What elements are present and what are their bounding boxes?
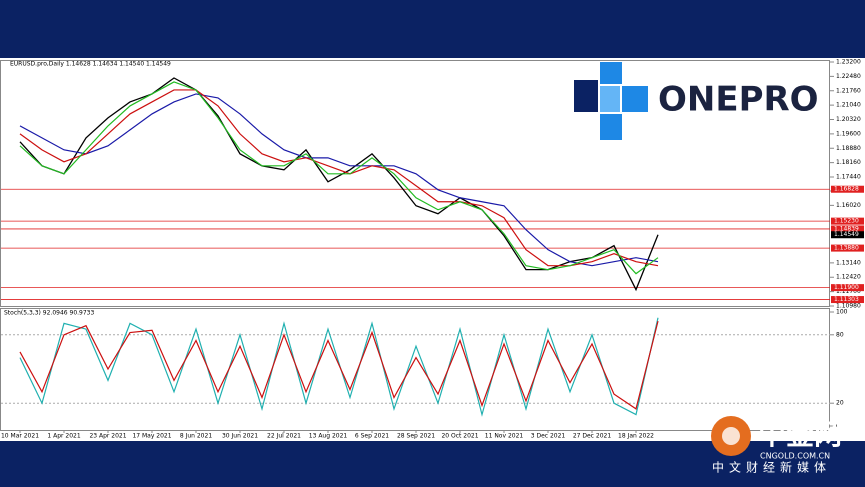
series-line — [19, 77, 659, 292]
x-tick-label: 13 Aug 2021 — [309, 433, 348, 440]
y-tick-label: 100 — [836, 309, 848, 316]
x-tick-label: 6 Sep 2021 — [355, 433, 389, 440]
price-title: EURUSD.pro,Daily 1.14628 1.14634 1.14540… — [10, 61, 171, 68]
x-tick-label: 20 Oct 2021 — [441, 433, 478, 440]
level-tag — [831, 244, 864, 252]
x-tick-label: 8 Jun 2021 — [180, 433, 212, 440]
x-tick-label: 28 Sep 2021 — [397, 433, 435, 440]
y-tick-label: 1.17440 — [836, 174, 861, 181]
level-label: 1.14549 — [834, 231, 859, 238]
stoch-title: Stoch(5,3,3) 92.0946 90.9733 — [4, 310, 95, 317]
y-tick-label: 20 — [836, 400, 844, 407]
y-tick-label: 1.22480 — [836, 73, 861, 80]
x-tick-label: 27 Dec 2021 — [573, 433, 612, 440]
y-tick-label: 1.18880 — [836, 145, 861, 152]
x-tick-label: 22 Jul 2021 — [267, 433, 301, 440]
y-tick-label: 80 — [836, 331, 844, 338]
level-tag — [831, 185, 864, 193]
x-tick-label: 1 Apr 2021 — [47, 433, 80, 440]
y-tick-label: 1.12420 — [836, 274, 861, 281]
y-tick-label: 1.18160 — [836, 159, 861, 166]
level-tag — [831, 231, 864, 239]
x-tick-label: 23 Apr 2021 — [89, 433, 126, 440]
y-tick-label: 1.23200 — [836, 59, 861, 66]
y-tick-label: 1.10980 — [836, 303, 861, 310]
y-tick-label: 1.21040 — [836, 102, 861, 109]
series-line — [19, 93, 659, 267]
level-label: 1.11900 — [834, 284, 859, 291]
cngold-logo: 中金网 CNGOLD.COM.CN 中文财经新媒体 — [711, 416, 842, 475]
stoch-panel — [0, 308, 830, 431]
y-tick-label: 1.20320 — [836, 116, 861, 123]
y-tick-label: 1.11700 — [836, 288, 861, 295]
y-tick-label: 1.13140 — [836, 259, 861, 266]
level-label: 1.11303 — [834, 296, 859, 303]
level-label: 1.16828 — [834, 186, 859, 193]
y-tick-label: 1.19600 — [836, 130, 861, 137]
series-line — [19, 320, 659, 410]
x-tick-label: 18 Jan 2022 — [618, 433, 654, 440]
series-line — [19, 89, 659, 267]
y-tick-label: 1.21760 — [836, 87, 861, 94]
series-line — [19, 317, 659, 417]
x-tick-label: 3 Dec 2021 — [531, 433, 566, 440]
level-label: 1.14839 — [834, 225, 859, 232]
level-label: 1.15230 — [834, 218, 859, 225]
brand: ONEPRO — [658, 80, 819, 120]
y-tick-label: 1.16020 — [836, 202, 861, 209]
price-panel — [0, 60, 830, 307]
level-tag — [831, 296, 864, 304]
x-tick-label: 30 Jun 2021 — [222, 433, 258, 440]
y-tick-label: 0 — [836, 423, 840, 430]
level-tag — [831, 284, 864, 292]
level-label: 1.13880 — [834, 245, 859, 252]
slogan: 中文财经新媒体 — [712, 460, 831, 475]
chart-area — [0, 58, 865, 441]
x-tick-label: 11 Nov 2021 — [485, 433, 524, 440]
series-line — [19, 81, 659, 275]
x-tick-label: 10 Mar 2021 — [1, 433, 39, 440]
x-tick-label: 17 May 2021 — [132, 433, 171, 440]
level-tag — [831, 217, 864, 225]
level-tag — [831, 225, 864, 233]
source-name: 中金网 — [758, 418, 842, 451]
source-site: CNGOLD.COM.CN — [760, 452, 830, 461]
onepro-logo: ONEPRO — [574, 62, 819, 140]
